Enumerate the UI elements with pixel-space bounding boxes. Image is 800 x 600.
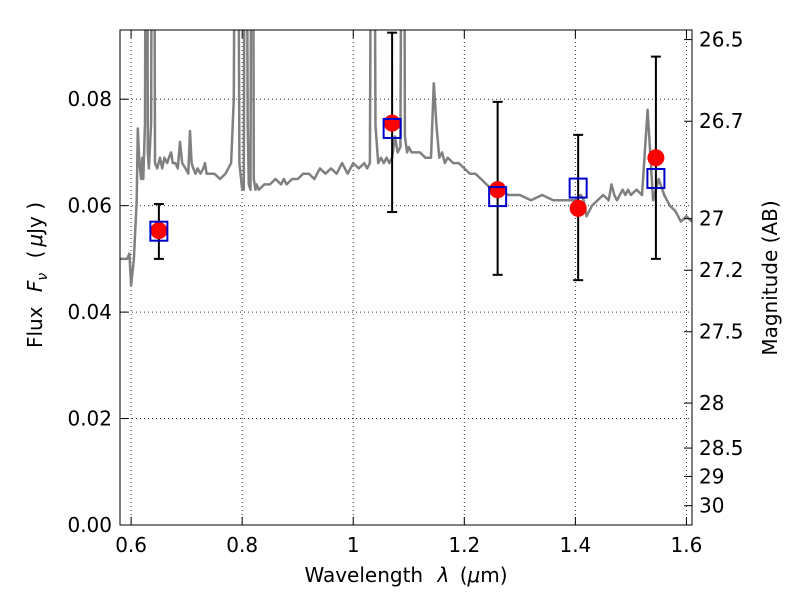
y-tick-label: 0.02	[67, 407, 112, 431]
x-tick-label: 1.2	[448, 533, 480, 557]
x-tick-label: 1.6	[671, 533, 703, 557]
y-tick-label: 0.00	[67, 513, 112, 537]
observed-point	[647, 149, 665, 167]
plot-data-layer	[120, 30, 692, 287]
y2-tick-label: 28.5	[699, 436, 744, 460]
x-axis-label: Wavelength λ (μm)	[304, 563, 507, 587]
y-tick-label: 0.08	[67, 87, 112, 111]
model-point	[382, 117, 402, 139]
model-point	[149, 220, 169, 242]
y2-tick-label: 27	[699, 207, 724, 231]
x-tick-label: 0.6	[115, 533, 147, 557]
y2-tick-label: 26.7	[699, 109, 744, 133]
y2-tick-label: 27.5	[699, 320, 744, 344]
model-point	[488, 186, 508, 208]
axis-layer: 0.6 0.8 1 1.2 1.4 1.6 0.00 0.02 0.04 0.06 0.08 26.5…	[67, 28, 743, 557]
x-tick-label: 1.4	[559, 533, 591, 557]
y2-tick-label: 29	[699, 464, 724, 488]
observed-point	[569, 199, 587, 217]
y-axis-label: Flux Fν (μJy )	[23, 202, 52, 348]
observed-point	[489, 181, 507, 199]
observed-point	[150, 222, 168, 240]
plot-frame	[119, 29, 693, 526]
x-tick-label: 1	[347, 533, 360, 557]
model-point	[646, 168, 666, 189]
y2-tick-label: 26.5	[699, 28, 744, 52]
y-tick-label: 0.04	[67, 300, 112, 324]
y-tick-label: 0.06	[67, 194, 112, 218]
model-point	[568, 177, 588, 199]
y2-tick-label: 27.2	[699, 258, 744, 282]
y2-tick-label: 30	[699, 494, 724, 518]
y2-tick-label: 28	[699, 391, 724, 415]
observed-point	[383, 114, 401, 132]
x-tick-label: 0.8	[226, 533, 258, 557]
spectrum-line	[120, 30, 692, 287]
y2-axis-label: Magnitude (AB)	[758, 200, 782, 355]
